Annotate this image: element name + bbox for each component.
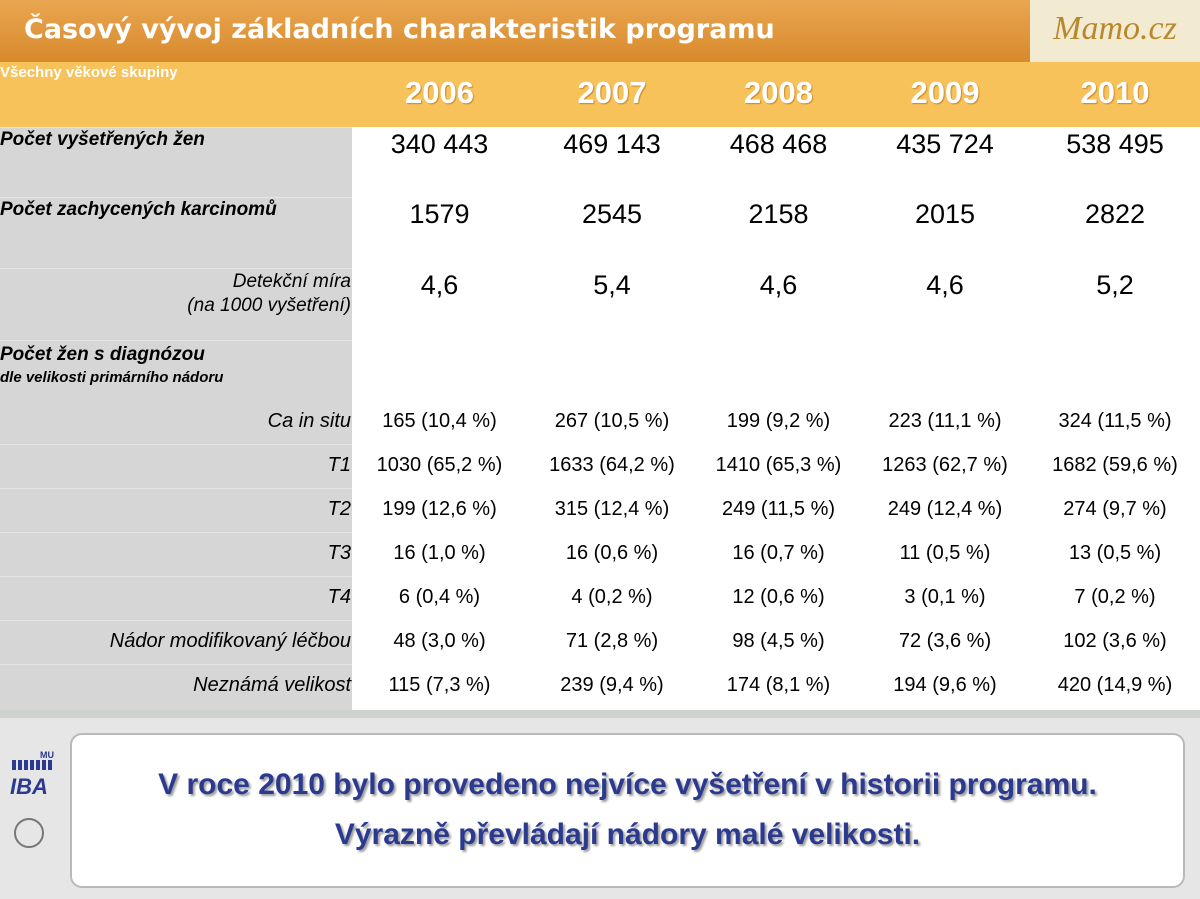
row-label: Neznámá velikost [193, 674, 351, 696]
table-cell: 4 (0,2 %) [571, 586, 653, 608]
table-cell: 2545 [581, 199, 643, 229]
table-cell: 340 443 [390, 129, 489, 159]
table-cell: 249 (12,4 %) [887, 498, 1003, 520]
table-cell: 48 (3,0 %) [393, 630, 486, 652]
table-cell: 435 724 [896, 129, 994, 159]
table-cell: 165 (10,4 %) [382, 410, 497, 432]
table-cell: 102 (3,6 %) [1063, 630, 1167, 652]
row-line [0, 444, 352, 445]
table-cell: 1633 (64,2 %) [549, 454, 675, 476]
table-cell: 1263 (62,7 %) [882, 454, 1008, 476]
logo-bars [12, 760, 52, 770]
row-label: Počet vyšetřených žen [0, 129, 205, 150]
row-line [0, 620, 352, 621]
corner-label: Všechny věkové skupiny [0, 64, 178, 81]
row-line [0, 532, 352, 533]
table-cell: 420 (14,9 %) [1057, 674, 1173, 696]
message-box [70, 733, 1185, 888]
year-header: 2010 [1080, 75, 1150, 110]
table-cell: 98 (4,5 %) [732, 630, 825, 652]
row-label: (na 1000 vyšetření) [187, 295, 351, 316]
year-header: 2009 [910, 75, 980, 110]
table-cell: 115 (7,3 %) [388, 674, 491, 696]
year-header: 2008 [744, 75, 813, 110]
table-cell: 223 (11,1 %) [888, 410, 1002, 432]
header-row [0, 62, 1200, 127]
table-cell: 274 (9,7 %) [1063, 498, 1167, 520]
table-cell: 315 (12,4 %) [554, 498, 670, 520]
row-label: T4 [327, 586, 351, 608]
table-cell: 16 (0,6 %) [565, 542, 659, 564]
row-line [0, 268, 352, 269]
table-cell: 2822 [1084, 199, 1146, 229]
slide-title: Časový vývoj základních charakteristik p… [0, 0, 1030, 62]
label-column [0, 127, 352, 710]
row-label: Detekční míra [232, 271, 351, 292]
section-subtitle: dle velikosti primárního nádoru [0, 369, 224, 386]
table-cell: 11 (0,5 %) [899, 542, 991, 564]
table-cell: 1682 (59,6 %) [1052, 454, 1178, 476]
table-cell: 16 (1,0 %) [393, 542, 486, 564]
table-cell: 4,6 [759, 270, 798, 300]
table-cell: 4,6 [420, 270, 459, 300]
table-cell: 12 (0,6 %) [732, 586, 825, 608]
row-label: Počet zachycených karcinomů [0, 199, 277, 220]
table-cell: 71 (2,8 %) [565, 630, 659, 652]
table-cell: 5,2 [1096, 270, 1134, 300]
message-line: Výrazně převládají nádory malé velikosti… [334, 818, 921, 851]
table-cell: 5,4 [593, 270, 631, 300]
university-seal [14, 818, 44, 848]
row-label: T2 [327, 498, 351, 520]
logo-iba: IBA [10, 774, 48, 799]
table-cell: 249 (11,5 %) [721, 498, 836, 520]
row-label: T1 [327, 454, 351, 476]
table-cell: 16 (0,7 %) [732, 542, 825, 564]
row-line [0, 664, 352, 665]
table-cell: 324 (11,5 %) [1058, 410, 1172, 432]
row-label: Nádor modifikovaný léčbou [109, 630, 351, 652]
table-cell: 2158 [748, 199, 809, 229]
table-cell: 7 (0,2 %) [1074, 586, 1156, 608]
table-cell: 13 (0,5 %) [1068, 542, 1162, 564]
message-line: V roce 2010 bylo provedeno nejvíce vyšet… [158, 768, 1097, 801]
table-cell: 267 (10,5 %) [554, 410, 670, 432]
logo: Mamo.cz [1030, 0, 1200, 62]
row-line [0, 576, 352, 577]
table-cell: 3 (0,1 %) [904, 586, 986, 608]
table-cell: 2015 [914, 199, 976, 229]
table-cell: 194 (9,6 %) [893, 674, 997, 696]
table-cell: 6 (0,4 %) [398, 586, 481, 608]
row-line [0, 197, 352, 198]
table-cell: 469 143 [563, 129, 661, 159]
table-cell: 1410 (65,3 %) [715, 454, 842, 476]
table-cell: 174 (8,1 %) [726, 674, 831, 696]
row-line [0, 488, 352, 489]
table-cell: 1030 (65,2 %) [376, 454, 503, 476]
year-header: 2006 [405, 75, 474, 110]
table-cell: 538 495 [1066, 129, 1164, 159]
row-label: T3 [327, 542, 351, 564]
year-header: 2007 [577, 75, 647, 110]
section-title: Počet žen s diagnózou [0, 344, 205, 365]
table-cell: 199 (9,2 %) [726, 410, 831, 432]
row-line [0, 340, 352, 341]
table-cell: 4,6 [926, 270, 964, 300]
row-line [0, 127, 352, 128]
table-cell: 199 (12,6 %) [382, 498, 497, 520]
table-cell: 468 468 [729, 129, 828, 159]
table-cell: 1579 [409, 199, 470, 229]
table-cell: 239 (9,4 %) [560, 674, 664, 696]
table-cell: 72 (3,6 %) [898, 630, 992, 652]
logo-mu: MU [40, 750, 54, 760]
row-label: Ca in situ [267, 410, 351, 432]
